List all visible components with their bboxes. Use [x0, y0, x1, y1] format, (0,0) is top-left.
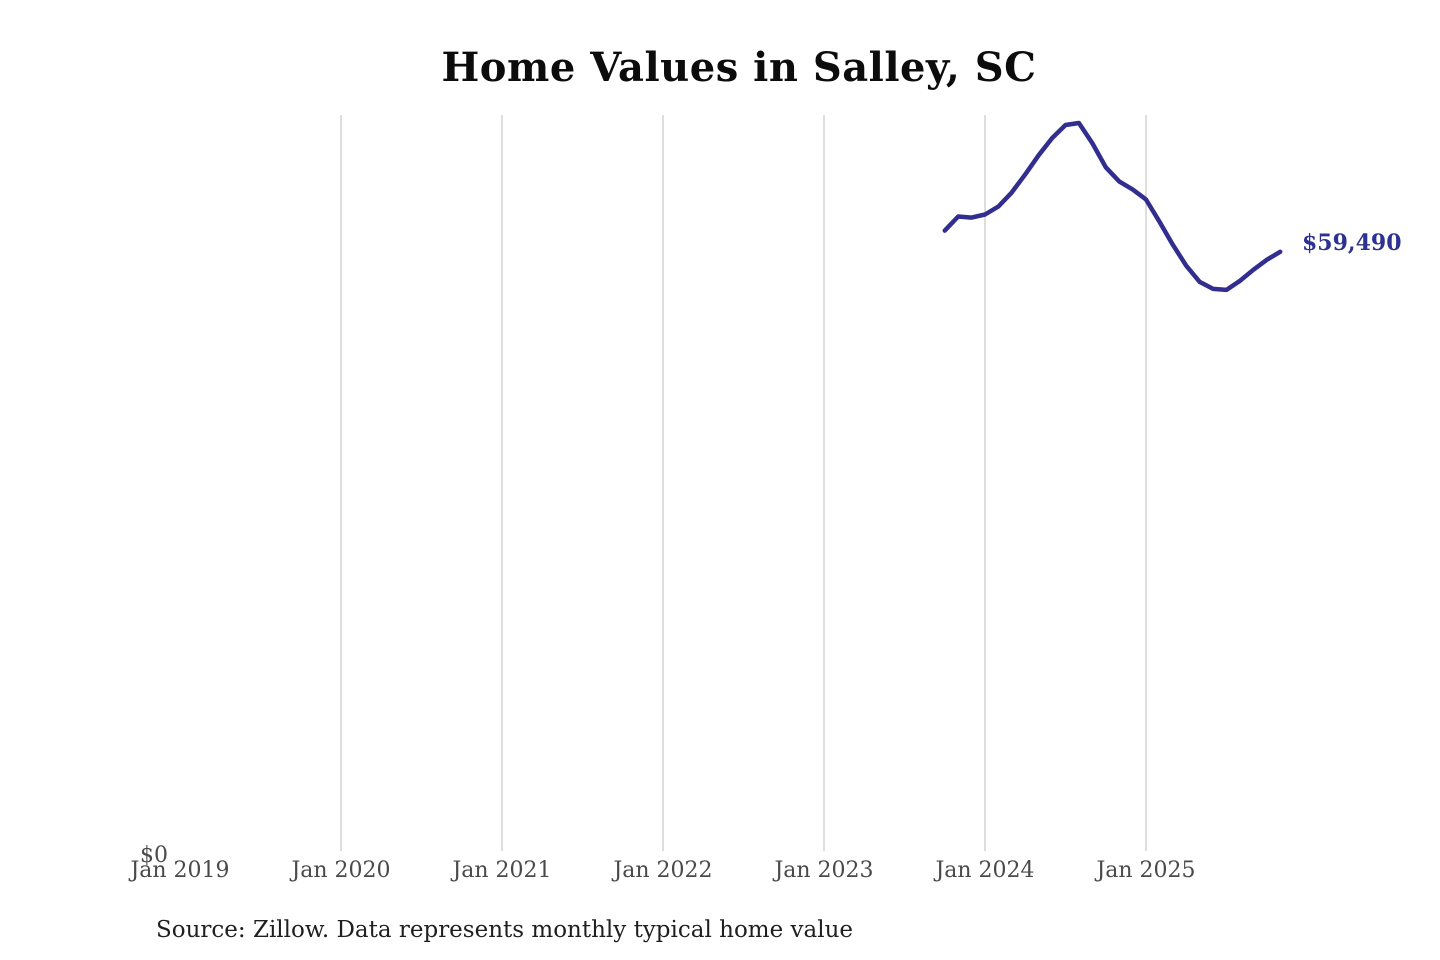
home-value-line-series [942, 120, 1283, 293]
chart-title: Home Values in Salley, SC [441, 44, 1037, 91]
x-axis-label: Jan 2022 [613, 858, 713, 883]
x-axis-label: Jan 2023 [774, 858, 874, 883]
source-note: Source: Zillow. Data represents monthly … [156, 917, 854, 943]
x-axis-label: Jan 2021 [452, 858, 552, 883]
x-axis-label: Jan 2020 [291, 858, 391, 883]
x-axis-label: Jan 2019 [130, 858, 230, 883]
x-axis-label: Jan 2025 [1096, 858, 1196, 883]
x-axis-label: Jan 2024 [935, 858, 1035, 883]
gridlines [340, 115, 1147, 851]
latest-value-label: $59,490 [1302, 230, 1402, 256]
y-axis-zero-label: $0 [140, 843, 168, 868]
